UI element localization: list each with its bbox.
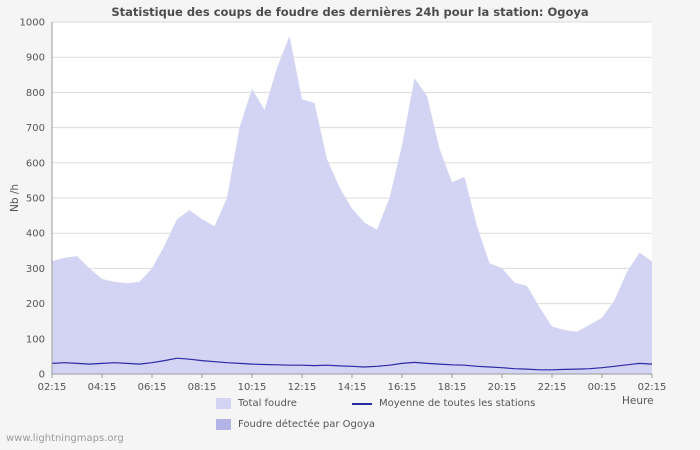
svg-text:100: 100 bbox=[26, 334, 45, 345]
svg-text:500: 500 bbox=[26, 194, 45, 205]
legend-item-total: Total foudre bbox=[216, 398, 297, 409]
svg-text:400: 400 bbox=[26, 229, 45, 240]
svg-text:600: 600 bbox=[26, 158, 45, 169]
legend-item-ogoya: Foudre détectée par Ogoya bbox=[216, 419, 375, 430]
svg-text:02:15: 02:15 bbox=[638, 382, 667, 393]
chart-title: Statistique des coups de foudre des dern… bbox=[111, 5, 589, 19]
legend-label-total: Total foudre bbox=[238, 398, 297, 409]
svg-text:900: 900 bbox=[26, 53, 45, 64]
x-axis-label: Heure bbox=[622, 395, 654, 407]
legend-item-mean: Moyenne de toutes les stations bbox=[352, 398, 535, 409]
svg-text:22:15: 22:15 bbox=[538, 382, 567, 393]
svg-text:10:15: 10:15 bbox=[238, 382, 267, 393]
svg-text:1000: 1000 bbox=[20, 18, 45, 29]
svg-text:800: 800 bbox=[26, 88, 45, 99]
legend-label-mean: Moyenne de toutes les stations bbox=[379, 398, 536, 409]
svg-text:0: 0 bbox=[39, 370, 45, 381]
y-axis-label: Nb /h bbox=[9, 183, 21, 213]
svg-text:08:15: 08:15 bbox=[188, 382, 217, 393]
svg-text:16:15: 16:15 bbox=[388, 382, 417, 393]
svg-text:300: 300 bbox=[26, 264, 45, 275]
watermark: www.lightningmaps.org bbox=[6, 433, 124, 444]
legend-swatch-ogoya bbox=[216, 419, 231, 430]
svg-text:18:15: 18:15 bbox=[438, 382, 467, 393]
svg-text:20:15: 20:15 bbox=[488, 382, 517, 393]
legend-label-ogoya: Foudre détectée par Ogoya bbox=[238, 419, 376, 430]
svg-text:200: 200 bbox=[26, 299, 45, 310]
svg-text:14:15: 14:15 bbox=[338, 382, 367, 393]
legend-swatch-total bbox=[216, 398, 231, 409]
svg-text:700: 700 bbox=[26, 123, 45, 134]
svg-text:12:15: 12:15 bbox=[288, 382, 317, 393]
svg-text:06:15: 06:15 bbox=[138, 382, 167, 393]
svg-text:02:15: 02:15 bbox=[38, 382, 67, 393]
svg-text:04:15: 04:15 bbox=[88, 382, 117, 393]
legend-line-mean bbox=[352, 402, 372, 405]
svg-text:00:15: 00:15 bbox=[588, 382, 617, 393]
